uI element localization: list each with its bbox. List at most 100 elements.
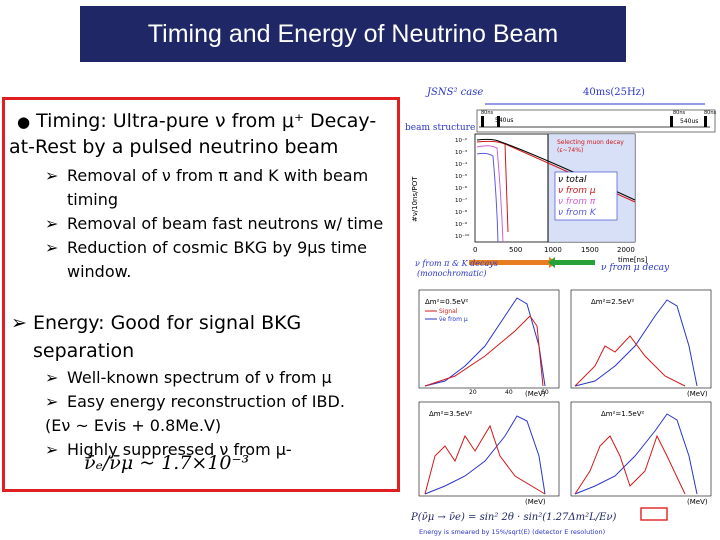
pulse-mark [704,116,707,127]
arrow-icon: ➢ [45,166,59,185]
svg-text:40: 40 [505,389,513,396]
svg-text:1000: 1000 [544,246,562,254]
timing-figure: JSNS² case 40ms(25Hz) beam structure 80n… [405,82,717,282]
svg-text:10⁻⁴: 10⁻⁴ [455,161,468,168]
beam-structure-box [476,109,716,133]
timing-ylabel: #ν/10ns/POT [411,176,419,222]
bottom-right-label: ν from μ decay [601,263,670,273]
bkg-histogram [424,415,546,495]
select-label-2: (ε~74%) [557,147,583,154]
pulse-gap-label: 540us [495,117,513,124]
timing-label: Timing: [36,110,107,132]
energy-line2: separation [33,340,135,362]
energy-figures-svg: Δm²=0.5eV² Signal ν̄e from μ (MeV) 20 40… [410,289,712,536]
svg-text:10⁻¹⁰: 10⁻¹⁰ [455,233,470,240]
green-arrow-bar [555,260,595,265]
legend-signal: Signal [439,308,458,315]
panel-3-label: Δm²=3.5eV² [429,410,473,418]
ticks-x: 20 40 60 [469,389,549,396]
bkg-histogram [574,413,698,495]
timing-item-1: ➢ Removal of ν from π and K with beam tim… [45,166,369,209]
pulse-label: 80ns [673,110,686,116]
svg-text:1500: 1500 [581,246,599,254]
svg-text:10⁻²: 10⁻² [455,137,467,144]
ratio-formula: ν̄ₑ/ν̄μ ~ 1.7×10⁻³ [84,452,250,474]
energy-footnote: Energy is smeared by 15%/sqrt(E) (detect… [419,528,605,536]
legend-nu-from-pi: ν from π [558,197,596,207]
energy-item-1: ➢ Well-known spectrum of ν from μ [45,366,332,390]
signal-histogram [424,424,546,495]
svg-text:10⁻⁶: 10⁻⁶ [455,185,468,192]
timing-heading: ● Timing: Ultra-pure ν from μ⁺ Decay- [17,108,376,135]
timing-line1: Ultra-pure ν from μ⁺ Decay- [106,110,377,132]
energy-panel-2 [570,289,712,389]
arrow-icon: ➢ [45,214,59,233]
timing-legend [554,171,618,221]
signal-histogram [574,434,686,495]
pulse-gap-label: 540us [680,118,698,125]
svg-text:10⁻⁵: 10⁻⁵ [455,173,467,180]
svg-text:10⁻³: 10⁻³ [455,149,467,156]
signal-histogram [574,335,686,387]
formula-highlight-box [640,507,668,521]
pulse-label: 80ns [704,110,717,116]
timing-item-3: ➢ Reduction of cosmic BKG by 9μs time win… [45,238,368,281]
bkg-histogram [574,299,698,387]
legend-nu-from-mu: ν from μ [558,186,596,196]
panel-4-label: Δm²=1.5eV² [601,410,645,418]
panel-2-label: Δm²=2.5eV² [591,298,635,306]
bottom-left-label: ν from π & K decays [415,259,498,268]
arrow-icon: ➢ [45,368,59,387]
timing-xlabel: time[ns] [618,256,648,264]
unit-label: (MeV) [687,498,708,506]
svg-text:10⁻⁹: 10⁻⁹ [455,221,467,228]
nu-from-pi-curve [476,145,504,243]
page-title: Timing and Energy of Neutrino Beam [80,6,626,62]
unit-label: (MeV) [525,498,546,506]
pulse-mark [481,116,484,127]
timing-figure-svg: JSNS² case 40ms(25Hz) beam structure 80n… [405,87,717,278]
bkg-histogram [424,297,546,387]
beam-structure-label: beam structure [405,123,475,133]
arrow-icon: ➢ [45,440,59,459]
energy-heading: ➢ Energy: Good for signal BKG [11,312,302,334]
oscillation-formula: P(ν̄μ → ν̄e) = sin² 2θ · sin²(1.27Δm²L/E… [410,512,617,523]
energy-figures: Δm²=0.5eV² Signal ν̄e from μ (MeV) 20 40… [405,286,717,538]
legend-nu-from-k: ν from K [558,208,597,218]
arrow-icon: ➢ [45,238,59,257]
bottom-left-label2: (monochromatic) [417,269,487,278]
bullet-icon: ● [17,113,31,131]
signal-histogram [424,315,544,387]
unit-label: (MeV) [687,390,708,398]
svg-text:2000: 2000 [617,246,635,254]
timing-item-2: ➢ Removal of beam fast neutrons w/ time [45,212,383,236]
svg-text:10⁻⁷: 10⁻⁷ [455,197,467,204]
timing-x-ticks: 0 500 1000 1500 2000 [473,246,635,254]
svg-text:10⁻⁸: 10⁻⁸ [455,209,468,216]
arrow-icon: ➢ [45,392,59,411]
rate-label: 40ms(25Hz) [583,87,645,98]
case-label: JSNS² case [425,87,483,98]
svg-text:500: 500 [509,246,522,254]
timing-line2: at-Rest by a pulsed neutrino beam [9,136,339,158]
svg-text:0: 0 [473,246,477,254]
pulse-label: 80ns [481,110,494,116]
svg-text:60: 60 [541,389,549,396]
energy-item-2: ➢ Easy energy reconstruction of IBD. (Eν … [45,392,345,435]
text-panel: ● Timing: Ultra-pure ν from μ⁺ Decay- at… [2,97,400,492]
svg-text:20: 20 [469,389,477,396]
select-label-1: Selecting muon decay [557,139,624,146]
pulse-mark [497,116,500,127]
timing-y-ticks: 10⁻² 10⁻³ 10⁻⁴ 10⁻⁵ 10⁻⁶ 10⁻⁷ 10⁻⁸ 10⁻⁹ … [455,137,470,240]
unit-label: (MeV) [525,390,546,398]
arrow-icon: ➢ [11,312,27,334]
nu-from-k-curve [476,152,499,243]
energy-panel-1 [418,289,560,389]
pulse-mark [670,116,673,127]
green-arrow-head [548,257,555,268]
energy-item-3: ➢ Highly suppressed ν from μ- [45,438,292,462]
legend-bkg: ν̄e from μ [439,316,468,323]
orange-arrow-bar [469,260,549,265]
panel-1-label: Δm²=0.5eV² [425,298,469,306]
legend-nu-total: ν total [558,175,587,185]
